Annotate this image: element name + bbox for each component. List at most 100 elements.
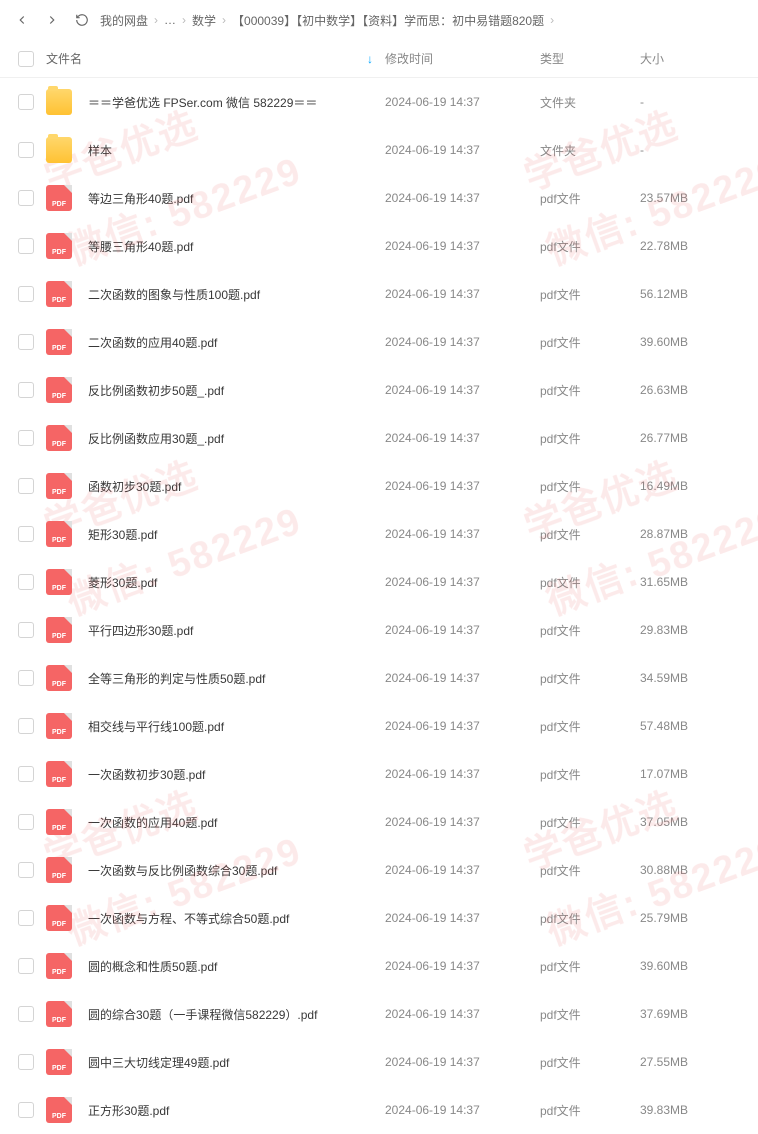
- row-checkbox[interactable]: [18, 478, 34, 494]
- table-row[interactable]: PDF圆的概念和性质50题.pdf2024-06-19 14:37pdf文件39…: [0, 942, 758, 990]
- file-name[interactable]: 平行四边形30题.pdf: [88, 622, 193, 639]
- breadcrumb-item[interactable]: 我的网盘: [100, 12, 148, 29]
- file-name[interactable]: 函数初步30题.pdf: [88, 478, 181, 495]
- file-name[interactable]: 反比例函数初步50题_.pdf: [88, 382, 224, 399]
- nav-back-button[interactable]: [10, 8, 34, 32]
- file-size: -: [640, 143, 740, 157]
- pdf-icon: PDF: [46, 665, 72, 691]
- breadcrumb-item[interactable]: 【000039】【初中数学】【资料】学而思：初中易错题820题: [232, 12, 544, 29]
- table-row[interactable]: ＝＝学爸优选 FPSer.com 微信 582229＝＝ 2024-06-19 1…: [0, 78, 758, 126]
- table-row[interactable]: PDF圆中三大切线定理49题.pdf2024-06-19 14:37pdf文件2…: [0, 1038, 758, 1086]
- row-checkbox[interactable]: [18, 238, 34, 254]
- table-row[interactable]: PDF矩形30题.pdf2024-06-19 14:37pdf文件28.87MB: [0, 510, 758, 558]
- row-checkbox[interactable]: [18, 430, 34, 446]
- column-header-size[interactable]: 大小: [640, 50, 740, 67]
- table-row[interactable]: PDF一次函数初步30题.pdf2024-06-19 14:37pdf文件17.…: [0, 750, 758, 798]
- file-size: 28.87MB: [640, 527, 740, 541]
- breadcrumb-item[interactable]: …: [164, 13, 176, 27]
- nav-forward-button[interactable]: [40, 8, 64, 32]
- chevron-right-icon: ›: [550, 13, 554, 27]
- table-row[interactable]: PDF一次函数的应用40题.pdf2024-06-19 14:37pdf文件37…: [0, 798, 758, 846]
- file-name[interactable]: 圆的概念和性质50题.pdf: [88, 958, 217, 975]
- pdf-icon: PDF: [46, 569, 72, 595]
- column-header-name[interactable]: 文件名 ↓: [46, 50, 385, 67]
- file-name[interactable]: 一次函数与方程、不等式综合50题.pdf: [88, 910, 289, 927]
- row-checkbox[interactable]: [18, 574, 34, 590]
- file-name[interactable]: 圆中三大切线定理49题.pdf: [88, 1054, 229, 1071]
- file-type: pdf文件: [540, 430, 640, 447]
- file-time: 2024-06-19 14:37: [385, 1055, 540, 1069]
- table-row[interactable]: PDF函数初步30题.pdf2024-06-19 14:37pdf文件16.49…: [0, 462, 758, 510]
- row-checkbox[interactable]: [18, 862, 34, 878]
- file-name[interactable]: 二次函数的应用40题.pdf: [88, 334, 217, 351]
- file-name[interactable]: 全等三角形的判定与性质50题.pdf: [88, 670, 265, 687]
- row-checkbox[interactable]: [18, 1054, 34, 1070]
- file-name[interactable]: 一次函数与反比例函数综合30题.pdf: [88, 862, 277, 879]
- table-row[interactable]: PDF二次函数的图象与性质100题.pdf2024-06-19 14:37pdf…: [0, 270, 758, 318]
- refresh-button[interactable]: [70, 8, 94, 32]
- row-checkbox[interactable]: [18, 766, 34, 782]
- table-row[interactable]: PDF平行四边形30题.pdf2024-06-19 14:37pdf文件29.8…: [0, 606, 758, 654]
- table-row[interactable]: PDF一次函数与反比例函数综合30题.pdf2024-06-19 14:37pd…: [0, 846, 758, 894]
- table-row[interactable]: PDF正方形30题.pdf2024-06-19 14:37pdf文件39.83M…: [0, 1086, 758, 1134]
- row-checkbox[interactable]: [18, 910, 34, 926]
- file-name[interactable]: 一次函数的应用40题.pdf: [88, 814, 217, 831]
- pdf-icon: PDF: [46, 953, 72, 979]
- file-type: pdf文件: [540, 334, 640, 351]
- row-checkbox[interactable]: [18, 670, 34, 686]
- file-size: -: [640, 95, 740, 109]
- file-type: pdf文件: [540, 286, 640, 303]
- pdf-icon: PDF: [46, 713, 72, 739]
- file-time: 2024-06-19 14:37: [385, 911, 540, 925]
- column-header-type[interactable]: 类型: [540, 50, 640, 67]
- table-row[interactable]: PDF菱形30题.pdf2024-06-19 14:37pdf文件31.65MB: [0, 558, 758, 606]
- file-time: 2024-06-19 14:37: [385, 623, 540, 637]
- row-checkbox[interactable]: [18, 718, 34, 734]
- file-size: 30.88MB: [640, 863, 740, 877]
- column-header-time[interactable]: 修改时间: [385, 50, 540, 67]
- file-time: 2024-06-19 14:37: [385, 95, 540, 109]
- file-name[interactable]: 一次函数初步30题.pdf: [88, 766, 205, 783]
- row-checkbox[interactable]: [18, 334, 34, 350]
- table-row[interactable]: PDF反比例函数应用30题_.pdf2024-06-19 14:37pdf文件2…: [0, 414, 758, 462]
- file-type: pdf文件: [540, 1054, 640, 1071]
- file-name[interactable]: 正方形30题.pdf: [88, 1102, 169, 1119]
- file-name[interactable]: 菱形30题.pdf: [88, 574, 157, 591]
- file-name[interactable]: 矩形30题.pdf: [88, 526, 157, 543]
- row-checkbox[interactable]: [18, 1102, 34, 1118]
- table-row[interactable]: 样本2024-06-19 14:37文件夹-: [0, 126, 758, 174]
- row-checkbox[interactable]: [18, 382, 34, 398]
- file-size: 56.12MB: [640, 287, 740, 301]
- row-checkbox[interactable]: [18, 526, 34, 542]
- file-name[interactable]: 样本: [88, 142, 112, 159]
- table-header: 文件名 ↓ 修改时间 类型 大小: [0, 40, 758, 78]
- file-name[interactable]: 二次函数的图象与性质100题.pdf: [88, 286, 260, 303]
- file-name[interactable]: ＝＝学爸优选 FPSer.com 微信 582229＝＝: [88, 94, 317, 111]
- file-name[interactable]: 相交线与平行线100题.pdf: [88, 718, 224, 735]
- row-checkbox[interactable]: [18, 958, 34, 974]
- file-name[interactable]: 等腰三角形40题.pdf: [88, 238, 193, 255]
- row-checkbox[interactable]: [18, 190, 34, 206]
- table-row[interactable]: PDF相交线与平行线100题.pdf2024-06-19 14:37pdf文件5…: [0, 702, 758, 750]
- row-checkbox[interactable]: [18, 94, 34, 110]
- table-row[interactable]: PDF反比例函数初步50题_.pdf2024-06-19 14:37pdf文件2…: [0, 366, 758, 414]
- file-name[interactable]: 等边三角形40题.pdf: [88, 190, 193, 207]
- table-row[interactable]: PDF等腰三角形40题.pdf2024-06-19 14:37pdf文件22.7…: [0, 222, 758, 270]
- row-checkbox[interactable]: [18, 142, 34, 158]
- file-name[interactable]: 反比例函数应用30题_.pdf: [88, 430, 224, 447]
- file-time: 2024-06-19 14:37: [385, 191, 540, 205]
- select-all-checkbox[interactable]: [18, 51, 34, 67]
- table-row[interactable]: PDF圆的综合30题（一手课程微信582229）.pdf2024-06-19 1…: [0, 990, 758, 1038]
- row-checkbox[interactable]: [18, 1006, 34, 1022]
- row-checkbox[interactable]: [18, 814, 34, 830]
- table-row[interactable]: PDF全等三角形的判定与性质50题.pdf2024-06-19 14:37pdf…: [0, 654, 758, 702]
- table-row[interactable]: PDF一次函数与方程、不等式综合50题.pdf2024-06-19 14:37p…: [0, 894, 758, 942]
- breadcrumb-item[interactable]: 数学: [192, 12, 216, 29]
- file-name[interactable]: 圆的综合30题（一手课程微信582229）.pdf: [88, 1006, 317, 1023]
- file-time: 2024-06-19 14:37: [385, 863, 540, 877]
- file-size: 29.83MB: [640, 623, 740, 637]
- table-row[interactable]: PDF等边三角形40题.pdf2024-06-19 14:37pdf文件23.5…: [0, 174, 758, 222]
- row-checkbox[interactable]: [18, 622, 34, 638]
- table-row[interactable]: PDF二次函数的应用40题.pdf2024-06-19 14:37pdf文件39…: [0, 318, 758, 366]
- row-checkbox[interactable]: [18, 286, 34, 302]
